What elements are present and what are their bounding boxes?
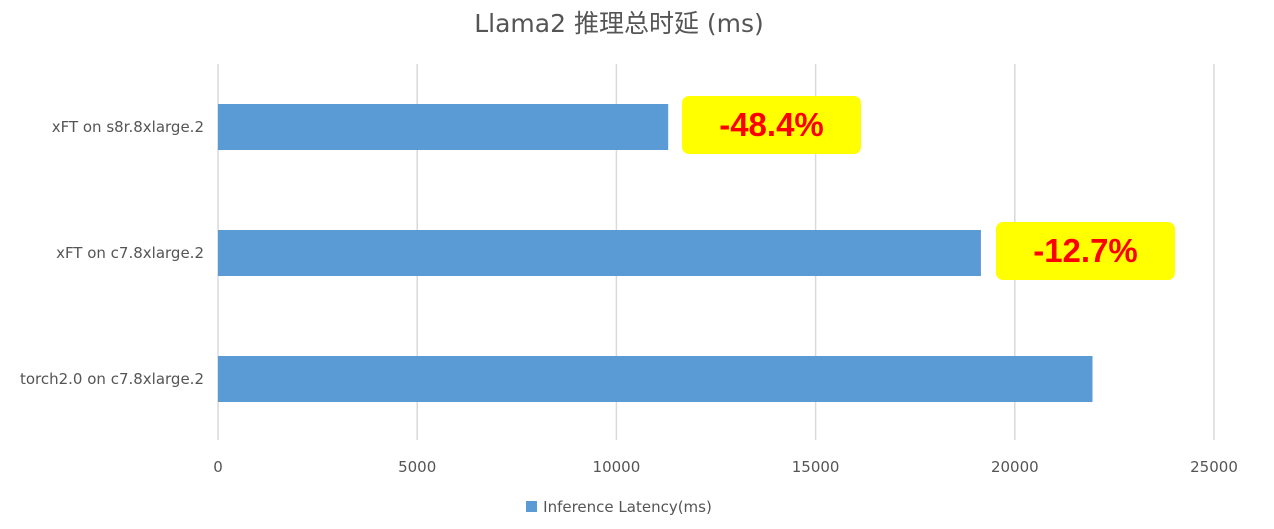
legend-label: Inference Latency(ms) (543, 498, 712, 516)
bar (218, 356, 1093, 402)
x-tick-label: 15000 (792, 458, 840, 476)
bars (218, 104, 1093, 402)
category-label: xFT on c7.8xlarge.2 (56, 244, 204, 262)
x-tick-label: 25000 (1190, 458, 1238, 476)
chart-title: Llama2 推理总时延 (ms) (474, 9, 764, 38)
x-tick-label: 5000 (398, 458, 436, 476)
annotation-callout-s8r: -48.4% (682, 96, 861, 154)
legend: Inference Latency(ms) (0, 498, 1238, 516)
bar (218, 104, 669, 150)
x-tick-label: 10000 (593, 458, 641, 476)
x-axis-ticks: 0 5000 10000 15000 20000 25000 (213, 458, 1238, 476)
x-tick-label: 0 (213, 458, 223, 476)
category-label: torch2.0 on c7.8xlarge.2 (20, 370, 204, 388)
bar (218, 230, 981, 276)
annotation-callout-c7: -12.7% (996, 222, 1175, 280)
category-labels: xFT on s8r.8xlarge.2 xFT on c7.8xlarge.2 t… (20, 118, 204, 388)
x-tick-label: 20000 (991, 458, 1039, 476)
category-label: xFT on s8r.8xlarge.2 (52, 118, 204, 136)
legend-swatch (526, 501, 538, 512)
